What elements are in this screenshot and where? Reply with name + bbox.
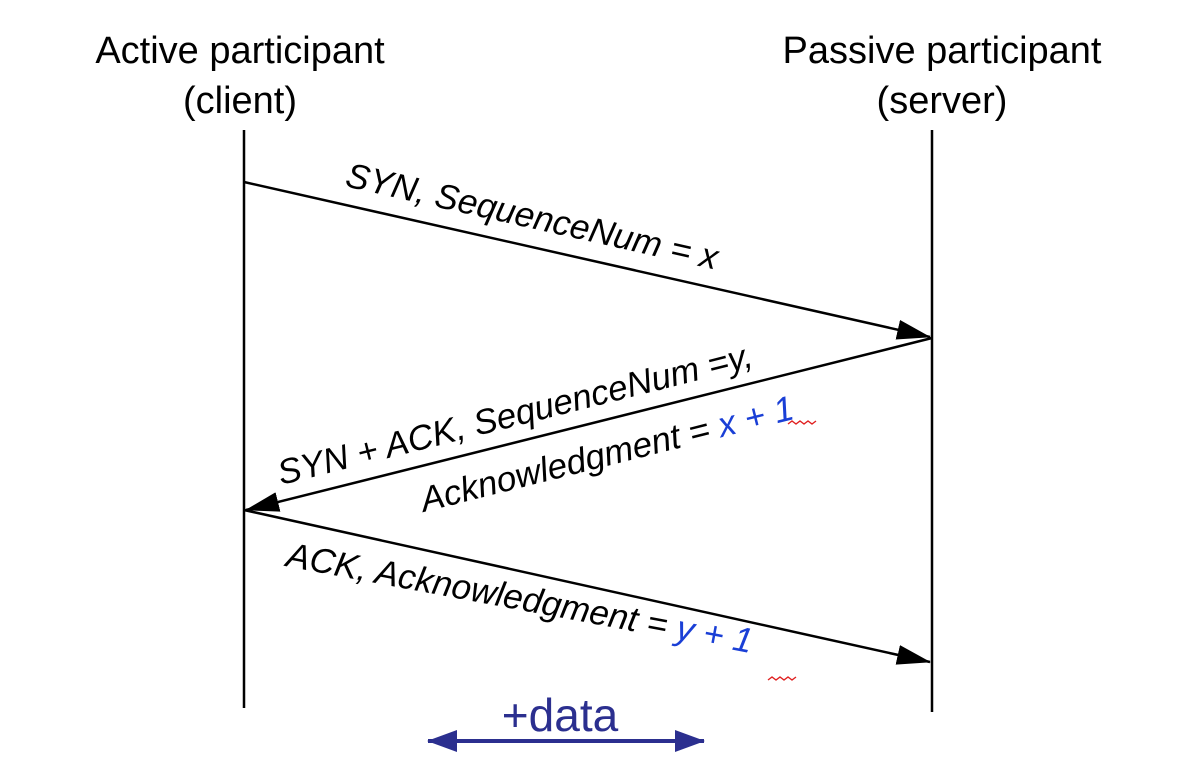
spellcheck-underline-y: [767, 676, 797, 681]
spellcheck-underline-x: [787, 420, 817, 425]
synack-arrow: [245, 336, 933, 512]
synack-ack-suffix: + 1: [731, 389, 798, 441]
server-title: Passive participant: [783, 30, 1102, 72]
ack-ack-suffix: + 1: [691, 612, 757, 661]
server-subtitle: (server): [877, 80, 1008, 122]
ack-label: ACK, Acknowledgment = y + 1: [282, 535, 756, 661]
ack-arrow: [243, 508, 931, 665]
data-label: +data: [502, 689, 619, 741]
client-subtitle: (client): [183, 80, 297, 122]
client-title: Active participant: [95, 30, 385, 72]
syn-arrow: [243, 180, 931, 340]
ack-ack-prefix: ACK, Acknowledgment =: [282, 535, 681, 647]
